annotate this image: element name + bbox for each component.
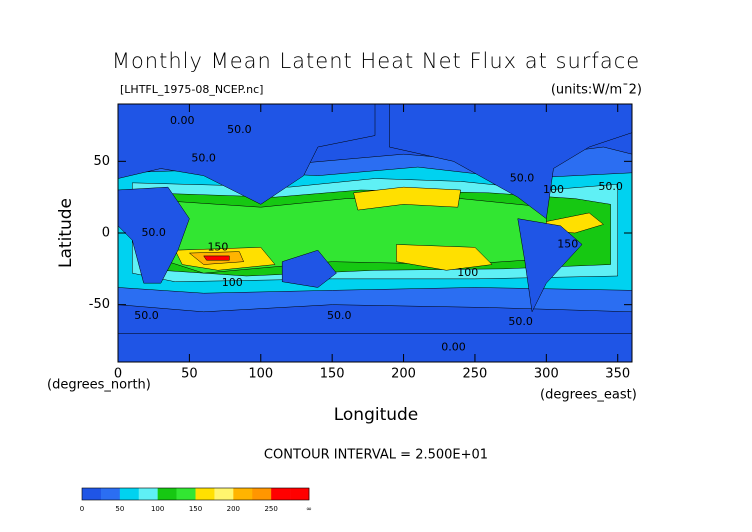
colorbar-swatch — [233, 488, 253, 500]
x-tick-label: 350 — [605, 367, 630, 382]
contour-label: 50.0 — [508, 315, 533, 328]
contour-band — [517, 218, 583, 313]
colorbar-tick-label: 150 — [189, 505, 202, 513]
x-tick-label: 50 — [181, 367, 198, 382]
colorbar-frame — [81, 487, 310, 501]
chart-title: Monthly Mean Latent Heat Net Flux at sur… — [112, 49, 640, 73]
contour-band — [353, 186, 461, 211]
units: (units:W/m¯2) — [551, 83, 642, 98]
colorbar-top-label: ∞ — [306, 505, 312, 513]
colorbar-swatch — [195, 488, 215, 500]
contour-label: 50.0 — [134, 309, 159, 322]
colorbar-tick-label: 200 — [227, 505, 240, 513]
contour-interval: CONTOUR INTERVAL = 2.500E+01 — [264, 448, 488, 463]
y-tick-label: -50 — [89, 297, 110, 312]
colorbar-swatch — [271, 488, 291, 500]
x-axis-label: Longitude — [334, 405, 419, 425]
contour-band — [396, 244, 493, 271]
y-tick-label: 50 — [93, 154, 110, 169]
colorbar-swatch — [252, 488, 272, 500]
contour-label: 100 — [543, 183, 564, 196]
contour-label: 0.00 — [441, 341, 466, 354]
contour-label: 150 — [207, 240, 228, 253]
colorbar-tick-label: 0 — [80, 505, 84, 513]
x-tick-label: 300 — [534, 367, 559, 382]
colorbar-swatch — [82, 488, 102, 500]
contour-label: 50.0 — [191, 151, 216, 164]
contour-band — [389, 104, 632, 220]
colorbar-swatch — [214, 488, 234, 500]
contour-label: 50.0 — [510, 172, 535, 185]
contour-band — [118, 333, 632, 362]
x-tick-label: 0 — [114, 367, 122, 382]
colorbar-swatch — [176, 488, 196, 500]
contour-label: 0.00 — [170, 114, 195, 127]
contour-label: 50.0 — [141, 226, 166, 239]
contour-label: 50.0 — [227, 123, 252, 136]
colorbar-tick-label: 250 — [264, 505, 277, 513]
colorbar-tick-label: 50 — [115, 505, 124, 513]
contour-label: 100 — [222, 276, 243, 289]
x-tick-label: 250 — [463, 367, 488, 382]
x-unit-label: (degrees_east) — [540, 388, 637, 403]
contour-label: 50.0 — [598, 180, 623, 193]
contour-band — [203, 255, 230, 261]
colorbar-swatch — [290, 488, 310, 500]
colorbar-tick-label: 100 — [151, 505, 164, 513]
contour-label: 50.0 — [327, 309, 352, 322]
y-tick-label: 0 — [102, 226, 110, 241]
x-tick-label: 200 — [391, 367, 416, 382]
contour-label: 100 — [457, 266, 478, 279]
contour-band — [281, 249, 337, 288]
x-tick-label: 100 — [248, 367, 273, 382]
y-axis-label: Latitude — [56, 198, 76, 268]
contour-band — [118, 104, 376, 205]
colorbar-swatch — [119, 488, 140, 500]
contour-label: 150 — [557, 237, 578, 250]
y-unit-label: (degrees_north) — [47, 378, 151, 393]
contour-band — [118, 186, 190, 284]
colorbar-swatch — [138, 488, 158, 500]
colorbar-swatch — [157, 488, 177, 500]
contour-field: 0.00 50.0 50.0 150 100 50.0 50.0 50.0 100 150 100 5… — [118, 104, 632, 362]
x-tick-label: 150 — [320, 367, 345, 382]
subtitle: [LHTFL_1975-08_NCEP.nc] — [120, 83, 263, 96]
colorbar-swatch — [100, 488, 121, 500]
